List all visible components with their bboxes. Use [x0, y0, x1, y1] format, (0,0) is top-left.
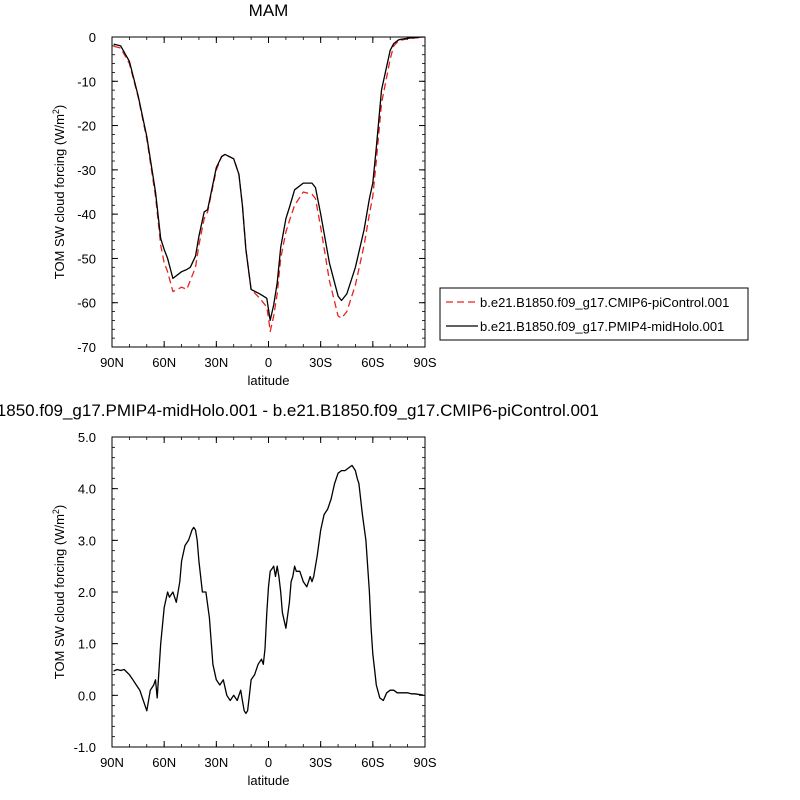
x-tick-label: 30N	[204, 355, 228, 370]
legend-label-2: b.e21.B1850.f09_g17.PMIP4-midHolo.001	[480, 319, 724, 334]
x-tick-label: 0	[265, 755, 272, 770]
y-tick-label: 4.0	[78, 482, 96, 497]
y-tick-label: 5.0	[78, 430, 96, 445]
y-tick-label: -70	[77, 340, 96, 355]
x-tick-label: 60S	[361, 755, 384, 770]
x-tick-label: 60N	[152, 355, 176, 370]
y-tick-label: -30	[77, 163, 96, 178]
x-tick-label: 30N	[204, 755, 228, 770]
x-axis-label: latitude	[248, 773, 290, 788]
x-tick-label: 90N	[100, 355, 124, 370]
y-tick-label: 2.0	[78, 585, 96, 600]
y-tick-label: 0.0	[78, 688, 96, 703]
plot-frame	[111, 36, 426, 348]
x-tick-label: 30S	[309, 355, 332, 370]
y-tick-label: -10	[77, 74, 96, 89]
y-tick-label: -60	[77, 296, 96, 311]
y-tick-label: -50	[77, 251, 96, 266]
series-line-2	[113, 36, 424, 322]
chart-title: b.e21.B1850.f09_g17.PMIP4-midHolo.001 - …	[0, 401, 599, 420]
x-tick-label: 60S	[361, 355, 384, 370]
y-axis-label: TOM SW cloud forcing (W/m2)	[51, 505, 67, 680]
legend-box	[439, 287, 749, 341]
x-tick-label: 0	[265, 355, 272, 370]
series-line-1	[113, 36, 424, 333]
y-tick-label: 1.0	[78, 637, 96, 652]
x-tick-label: 90N	[100, 755, 124, 770]
y-tick-label: 3.0	[78, 533, 96, 548]
y-tick-label: -20	[77, 119, 96, 134]
x-tick-label: 90S	[413, 755, 436, 770]
x-tick-label: 30S	[309, 755, 332, 770]
legend-label-1: b.e21.B1850.f09_g17.CMIP6-piControl.001	[480, 295, 729, 310]
x-axis-label: latitude	[248, 373, 290, 388]
y-tick-label: -40	[77, 207, 96, 222]
x-tick-label: 60N	[152, 755, 176, 770]
x-tick-label: 90S	[413, 355, 436, 370]
y-tick-label: -1.0	[74, 740, 96, 755]
y-tick-label: 0	[89, 30, 96, 45]
series-line-1	[113, 464, 424, 715]
chart-title: MAM	[249, 1, 289, 20]
y-axis-label: TOM SW cloud forcing (W/m2)	[51, 105, 67, 280]
